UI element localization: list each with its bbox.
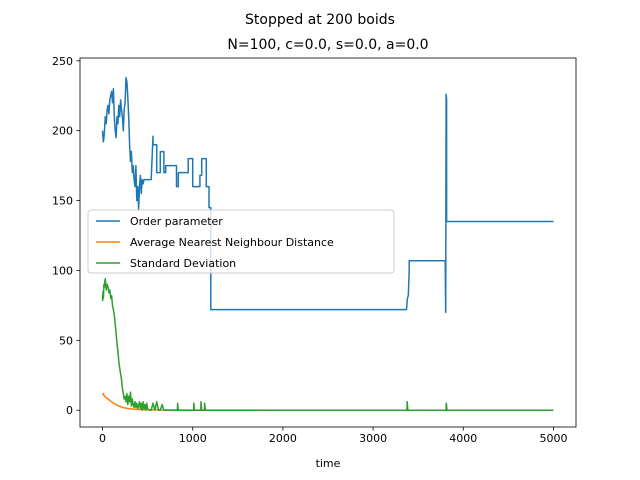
chart-title: Stopped at 200 boids <box>245 12 395 28</box>
series-line-standard-deviation <box>101 278 554 411</box>
x-tick-label: 3000 <box>359 432 387 445</box>
x-tick-label: 5000 <box>539 432 567 445</box>
x-tick-label: 2000 <box>269 432 297 445</box>
series-layer <box>101 76 554 411</box>
series-line-order-parameter <box>101 76 554 314</box>
y-tick-label: 250 <box>52 55 73 68</box>
x-axis-label: time <box>316 457 341 470</box>
axes-frame <box>79 57 577 428</box>
legend-label-standard-deviation: Standard Deviation <box>130 257 236 270</box>
y-tick-label: 100 <box>52 264 73 277</box>
x-axis: 0 1000 2000 3000 4000 5000 <box>99 427 567 445</box>
x-tick-label: 4000 <box>449 432 477 445</box>
chart-subtitle: N=100, c=0.0, s=0.0, a=0.0 <box>227 37 428 53</box>
x-tick-label: 0 <box>99 432 106 445</box>
y-tick-label: 150 <box>52 195 73 208</box>
y-tick-label: 50 <box>59 334 73 347</box>
legend-label-order-parameter: Order parameter <box>130 215 223 228</box>
y-tick-label: 200 <box>52 125 73 138</box>
legend-label-nearest-neighbour-distance: Average Nearest Neighbour Distance <box>130 236 334 249</box>
y-tick-label: 0 <box>66 404 73 417</box>
x-tick-label: 1000 <box>179 432 207 445</box>
legend: Order parameter Average Nearest Neighbou… <box>87 209 395 274</box>
legend-frame <box>87 209 395 274</box>
y-axis: 0 50 100 150 200 250 <box>52 55 80 417</box>
